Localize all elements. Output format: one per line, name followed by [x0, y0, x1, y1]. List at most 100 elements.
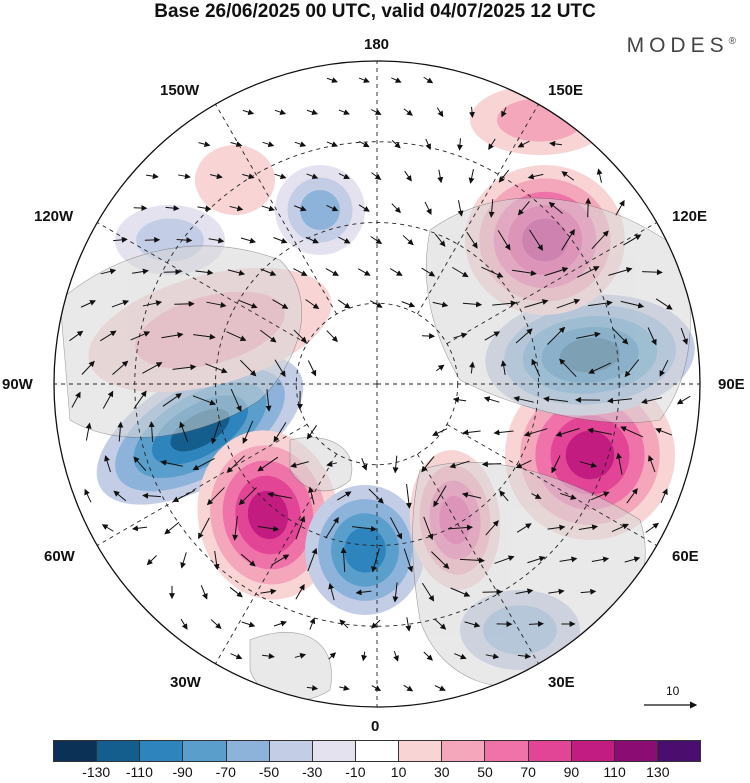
- colorbar-tick-label: -130: [82, 764, 111, 780]
- colorbar-segment: [54, 741, 98, 761]
- colorbar-segment: [442, 741, 486, 761]
- wind-vector: [423, 516, 434, 541]
- wind-vector: [456, 138, 463, 151]
- wind-vector: [647, 327, 657, 346]
- wind-vector: [512, 269, 537, 277]
- wind-vector: [260, 268, 277, 276]
- wind-vector: [294, 653, 307, 659]
- wind-vector: [612, 327, 629, 345]
- wind-vector: [195, 269, 214, 276]
- meridian-line: [215, 453, 338, 664]
- colorbar-segment: [614, 741, 658, 761]
- wind-vector: [306, 109, 319, 115]
- wind-vector: [543, 396, 568, 403]
- wind-vector: [485, 653, 500, 660]
- wind-vector: [71, 391, 81, 408]
- wind-vector: [176, 237, 193, 244]
- wind-vector: [616, 452, 623, 475]
- wind-vector: [260, 588, 277, 595]
- wind-vector: [531, 358, 541, 377]
- wind-vector: [192, 457, 215, 471]
- wind-vector: [371, 172, 382, 180]
- wind-vector: [591, 556, 610, 563]
- wind-vector: [257, 456, 279, 472]
- wind-vector: [309, 617, 316, 630]
- colorbar-tick-labels: -130 -110 -90 -70 -50 -30 -10 10 30 50 70 90 110 130: [53, 764, 701, 782]
- label-lon-120w: 120W: [34, 208, 74, 225]
- wind-vector: [464, 621, 481, 628]
- wind-vector: [370, 236, 383, 245]
- reference-vector-arrow: [644, 701, 698, 709]
- wind-vector: [421, 456, 435, 473]
- land-mass: [289, 437, 353, 492]
- wind-vector: [340, 547, 347, 572]
- meridian-line: [416, 453, 539, 664]
- wind-vector: [242, 173, 255, 180]
- wind-vector: [421, 267, 436, 277]
- wind-vector: [402, 235, 414, 246]
- wind-vector: [206, 301, 227, 308]
- anomaly-contour: [565, 430, 615, 480]
- colorbar-tick-label: -10: [345, 764, 366, 780]
- wind-vector: [500, 360, 507, 375]
- wind-vector: [423, 651, 433, 661]
- wind-vector: [326, 77, 338, 83]
- wind-vector: [432, 301, 449, 308]
- wind-vector: [371, 619, 381, 629]
- colorbar-tick-label: -30: [302, 764, 323, 780]
- label-lon-0: 0: [371, 718, 380, 735]
- wind-vector: [527, 555, 546, 564]
- wind-vector: [655, 298, 673, 310]
- colorbar-segment: [571, 741, 615, 761]
- wind-vector: [226, 331, 247, 341]
- wind-vector: [481, 461, 502, 468]
- wind-vector: [524, 299, 549, 308]
- wind-vector: [434, 233, 446, 247]
- land-mass: [59, 245, 303, 438]
- label-lon-150w: 150W: [160, 82, 200, 99]
- wind-vector: [515, 588, 534, 595]
- colorbar-tick-label: -50: [258, 764, 280, 780]
- wind-vector: [517, 200, 530, 216]
- wind-vector: [647, 455, 656, 473]
- wind-vector: [227, 269, 246, 276]
- wind-vector: [100, 268, 117, 275]
- wind-vector: [241, 621, 256, 628]
- wind-vector: [434, 618, 447, 630]
- wind-vector: [468, 168, 475, 184]
- wind-vector: [290, 461, 309, 468]
- wind-vector: [484, 331, 501, 341]
- wind-vector: [494, 555, 515, 564]
- wind-vector: [180, 618, 188, 630]
- wind-vector: [338, 236, 351, 244]
- wind-vector: [213, 550, 220, 571]
- wind-vector: [197, 205, 212, 212]
- wind-vector: [211, 420, 221, 445]
- wind-vector: [257, 525, 280, 532]
- wind-vector: [84, 488, 92, 503]
- wind-vector: [528, 620, 544, 627]
- colorbar-segment: [355, 741, 400, 761]
- wind-vector: [551, 455, 561, 474]
- wind-vector: [232, 516, 239, 541]
- wind-vector: [431, 551, 450, 570]
- colorbar-tick-label: -90: [172, 764, 193, 780]
- wind-vector: [580, 588, 597, 595]
- wind-vector: [392, 582, 399, 603]
- wind-vector: [328, 582, 335, 601]
- wind-vector: [645, 522, 660, 533]
- wind-vector: [391, 139, 401, 149]
- wind-vector: [462, 429, 481, 436]
- wind-vector: [306, 173, 319, 180]
- wind-vector: [498, 169, 510, 183]
- wind-vector: [198, 517, 210, 540]
- wind-vector: [161, 332, 184, 339]
- wind-vector: [293, 329, 307, 343]
- wind-vector: [555, 428, 580, 437]
- wind-vector: [459, 557, 485, 564]
- colorbar-tick-label: 130: [646, 764, 670, 780]
- wind-vector: [403, 684, 414, 692]
- wind-vector: [515, 459, 532, 469]
- wind-vector: [102, 390, 114, 409]
